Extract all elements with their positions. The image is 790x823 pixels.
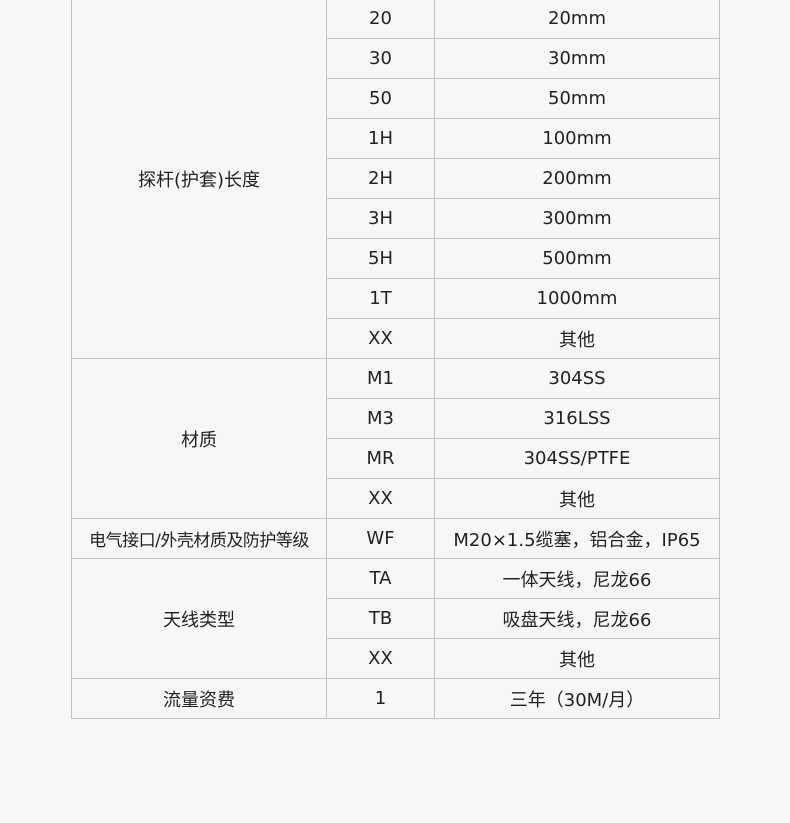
description-cell: 一体天线，尼龙66 (434, 558, 720, 599)
group-name-cell: 天线类型 (71, 558, 327, 679)
description-cell: 吸盘天线，尼龙66 (434, 598, 720, 639)
code-cell: 5H (326, 238, 435, 279)
description-cell: 500mm (434, 238, 720, 279)
description-cell: 1000mm (434, 278, 720, 319)
description-cell: 50mm (434, 78, 720, 119)
code-cell: 2H (326, 158, 435, 199)
table-row: 天线类型 TA 一体天线，尼龙66 (71, 558, 720, 679)
code-cell: TA (326, 558, 435, 599)
description-cell: 100mm (434, 118, 720, 159)
group-name-cell: 材质 (71, 358, 327, 519)
description-cell: 20mm (434, 0, 720, 39)
code-cell: 1 (326, 678, 435, 719)
description-cell: 300mm (434, 198, 720, 239)
description-cell: 304SS (434, 358, 720, 399)
code-cell: XX (326, 638, 435, 679)
table-row: XX 其他 (72, 318, 720, 359)
table-row: TB 吸盘天线，尼龙66 (72, 598, 720, 639)
code-cell: MR (326, 438, 435, 479)
code-cell: 1H (326, 118, 435, 159)
code-cell: 20 (326, 0, 435, 39)
table-row: 3H 300mm (72, 198, 720, 239)
group-name-cell: 流量资费 (71, 678, 327, 719)
table-row: 流量资费 1 三年（30M/月） (71, 678, 720, 719)
table-row: 5H 500mm (72, 238, 720, 279)
description-cell: M20×1.5缆塞，铝合金，IP65 (434, 518, 720, 559)
table-row: MR 304SS/PTFE (72, 438, 720, 479)
table-row: XX 其他 (72, 478, 720, 519)
description-cell: 200mm (434, 158, 720, 199)
code-cell: 50 (326, 78, 435, 119)
description-cell: 其他 (434, 638, 720, 679)
code-cell: XX (326, 318, 435, 359)
table-row: 材质 M1 304SS (71, 358, 720, 519)
description-cell: 其他 (434, 318, 720, 359)
table-row: 电气接口/外壳材质及防护等级 WF M20×1.5缆塞，铝合金，IP65 (71, 518, 720, 559)
table-row: 50 50mm (72, 78, 720, 119)
table-row: 2H 200mm (72, 158, 720, 199)
code-cell: 30 (326, 38, 435, 79)
description-cell: 304SS/PTFE (434, 438, 720, 479)
table-row: XX 其他 (72, 638, 720, 679)
group-name-cell: 探杆(护套)长度 (71, 0, 327, 359)
code-cell: TB (326, 598, 435, 639)
code-cell: WF (326, 518, 435, 559)
group-name-cell: 电气接口/外壳材质及防护等级 (71, 518, 327, 559)
code-cell: XX (326, 478, 435, 519)
description-cell: 316LSS (434, 398, 720, 439)
table-row: 探杆(护套)长度 20 20mm (71, 0, 720, 359)
table-row: 1H 100mm (72, 118, 720, 159)
spec-table: 探杆(护套)长度 20 20mm 30 30mm 50 50mm 1H 100mm 2H 200mm… (71, 0, 720, 719)
table-row: 1T 1000mm (72, 278, 720, 319)
description-cell: 其他 (434, 478, 720, 519)
table-row: 30 30mm (72, 38, 720, 79)
code-cell: 3H (326, 198, 435, 239)
code-cell: M1 (326, 358, 435, 399)
code-cell: M3 (326, 398, 435, 439)
description-cell: 三年（30M/月） (434, 678, 720, 719)
description-cell: 30mm (434, 38, 720, 79)
code-cell: 1T (326, 278, 435, 319)
